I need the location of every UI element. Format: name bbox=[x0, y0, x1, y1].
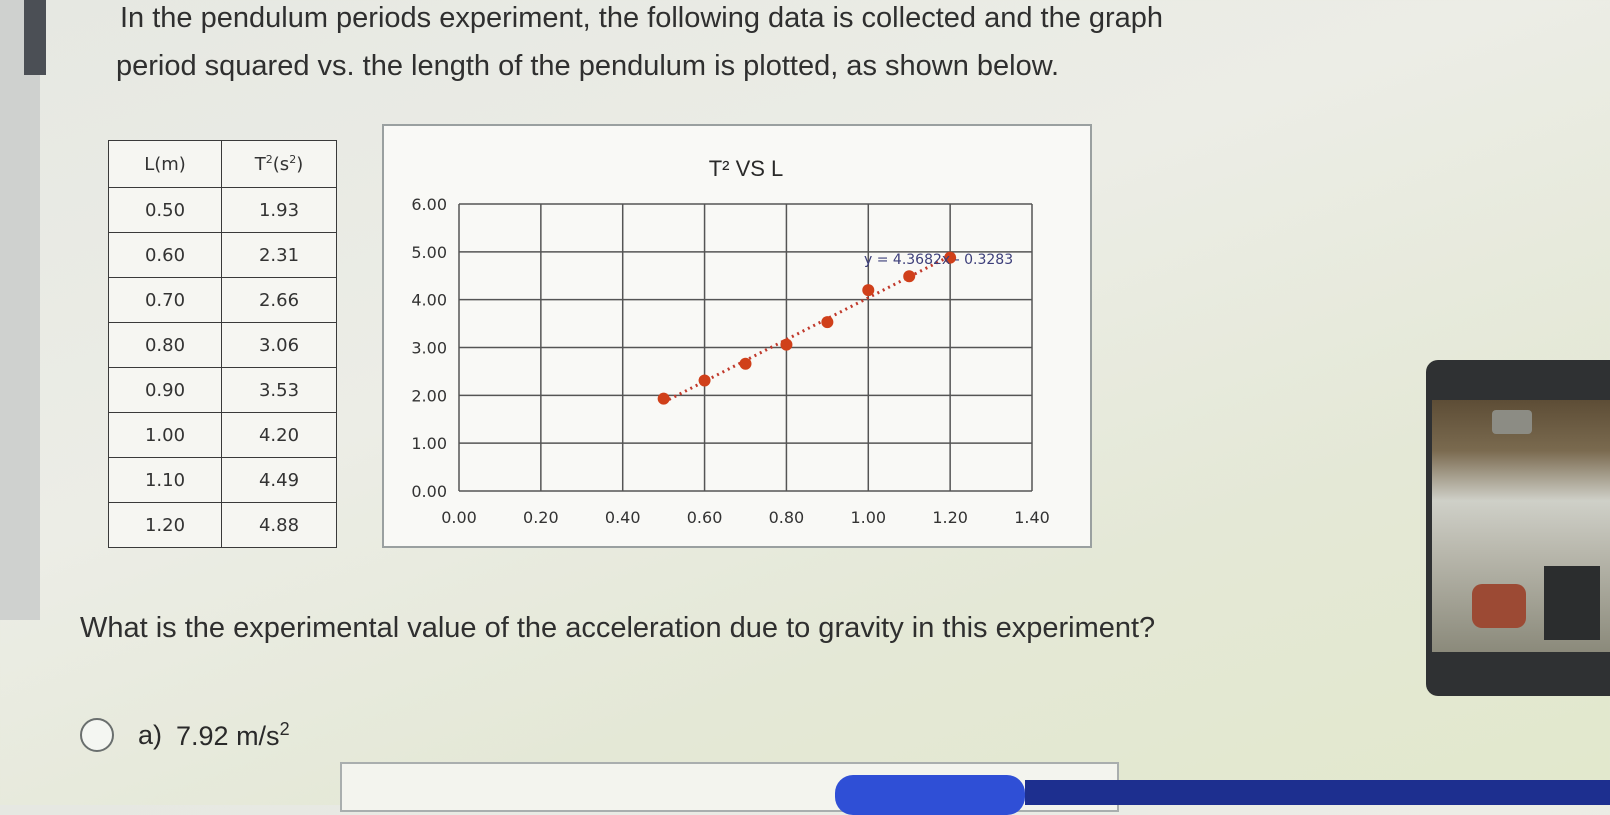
x-tick-label: 0.40 bbox=[605, 508, 641, 527]
cell-period-squared: 1.93 bbox=[221, 187, 337, 233]
cell-period-squared: 4.49 bbox=[221, 457, 337, 503]
y-tick-label: 2.00 bbox=[411, 386, 447, 405]
chart-title: T² VS L bbox=[709, 156, 784, 181]
data-point bbox=[821, 316, 834, 329]
left-scroll-bar bbox=[0, 0, 40, 620]
x-tick-label: 1.20 bbox=[932, 508, 968, 527]
table-row: 0.60 2.31 bbox=[108, 232, 337, 278]
table-row: 0.80 3.06 bbox=[108, 322, 337, 368]
cell-length: 0.90 bbox=[108, 367, 222, 413]
table-row: 1.10 4.49 bbox=[108, 457, 337, 503]
header-period-squared: T2(s2) bbox=[221, 140, 337, 188]
grid-lines bbox=[458, 203, 1033, 492]
left-scroll-thumb[interactable] bbox=[24, 0, 46, 75]
x-tick-label: 0.20 bbox=[523, 508, 559, 527]
y-tick-label: 1.00 bbox=[411, 434, 447, 453]
cell-period-squared: 2.66 bbox=[221, 277, 337, 323]
x-tick-label: 1.40 bbox=[1014, 508, 1050, 527]
intro-text-line-1: In the pendulum periods experiment, the … bbox=[120, 2, 1164, 34]
data-point bbox=[944, 251, 957, 264]
x-tick-label: 1.00 bbox=[850, 508, 886, 527]
data-points bbox=[657, 251, 957, 405]
cell-length: 1.00 bbox=[108, 412, 222, 458]
data-point bbox=[862, 284, 875, 297]
data-point bbox=[657, 392, 670, 405]
trendline-label: y = 4.3682x - 0.3283 bbox=[864, 252, 1013, 268]
question-text: What is the experimental value of the ac… bbox=[80, 612, 1156, 644]
data-point bbox=[698, 374, 711, 387]
webcam-object bbox=[1544, 566, 1600, 640]
x-tick-label: 0.80 bbox=[769, 508, 805, 527]
cell-period-squared: 4.88 bbox=[221, 502, 337, 548]
y-tick-label: 4.00 bbox=[411, 291, 447, 310]
cell-length: 1.20 bbox=[108, 502, 222, 548]
cell-length: 0.50 bbox=[108, 187, 222, 233]
webcam-preview[interactable] bbox=[1426, 360, 1610, 696]
cell-period-squared: 3.06 bbox=[221, 322, 337, 368]
answer-option-a[interactable]: a) 7.92 m/s2 bbox=[80, 715, 290, 755]
cell-length: 1.10 bbox=[108, 457, 222, 503]
cell-length: 0.60 bbox=[108, 232, 222, 278]
bottom-blue-button[interactable] bbox=[835, 775, 1025, 815]
webcam-video-frame bbox=[1432, 400, 1610, 652]
scatter-chart: T² VS L 0.00 1.00 2.00 3.00 4.00 5.00 6.00 0.0… bbox=[411, 156, 1050, 527]
data-table: L(m) T2(s2) 0.50 1.93 0.60 2.31 0.70 2.66 0… bbox=[108, 140, 337, 548]
y-tick-label: 3.00 bbox=[411, 339, 447, 358]
chart-frame: T² VS L 0.00 1.00 2.00 3.00 4.00 5.00 6.00 0.0… bbox=[382, 124, 1092, 548]
table-header-row: L(m) T2(s2) bbox=[108, 140, 337, 188]
cell-period-squared: 4.20 bbox=[221, 412, 337, 458]
cell-period-squared: 2.31 bbox=[221, 232, 337, 278]
x-axis-ticks: 0.00 0.20 0.40 0.60 0.80 1.00 1.20 1.40 bbox=[441, 508, 1050, 527]
table-row: 0.90 3.53 bbox=[108, 367, 337, 413]
y-tick-label: 5.00 bbox=[411, 243, 447, 262]
y-tick-label: 0.00 bbox=[411, 482, 447, 501]
data-point bbox=[780, 338, 793, 351]
data-point bbox=[739, 357, 752, 370]
x-tick-label: 0.00 bbox=[441, 508, 477, 527]
table-row: 0.70 2.66 bbox=[108, 277, 337, 323]
webcam-object bbox=[1492, 410, 1532, 434]
y-tick-label: 6.00 bbox=[411, 195, 447, 214]
table-row: 0.50 1.93 bbox=[108, 187, 337, 233]
header-length: L(m) bbox=[108, 140, 222, 188]
y-axis-ticks: 0.00 1.00 2.00 3.00 4.00 5.00 6.00 bbox=[411, 195, 447, 501]
bottom-dark-bar bbox=[1025, 780, 1610, 805]
x-tick-label: 0.60 bbox=[687, 508, 723, 527]
webcam-object bbox=[1472, 584, 1526, 628]
table-row: 1.00 4.20 bbox=[108, 412, 337, 458]
cell-length: 0.80 bbox=[108, 322, 222, 368]
cell-period-squared: 3.53 bbox=[221, 367, 337, 413]
intro-text-line-2: period squared vs. the length of the pen… bbox=[116, 50, 1060, 82]
data-point bbox=[903, 270, 916, 283]
option-a-letter: a) bbox=[138, 719, 163, 750]
cell-length: 0.70 bbox=[108, 277, 222, 323]
radio-button-a[interactable] bbox=[80, 718, 114, 752]
table-row: 1.20 4.88 bbox=[108, 502, 337, 548]
option-a-text: 7.92 m/s2 bbox=[176, 718, 290, 751]
